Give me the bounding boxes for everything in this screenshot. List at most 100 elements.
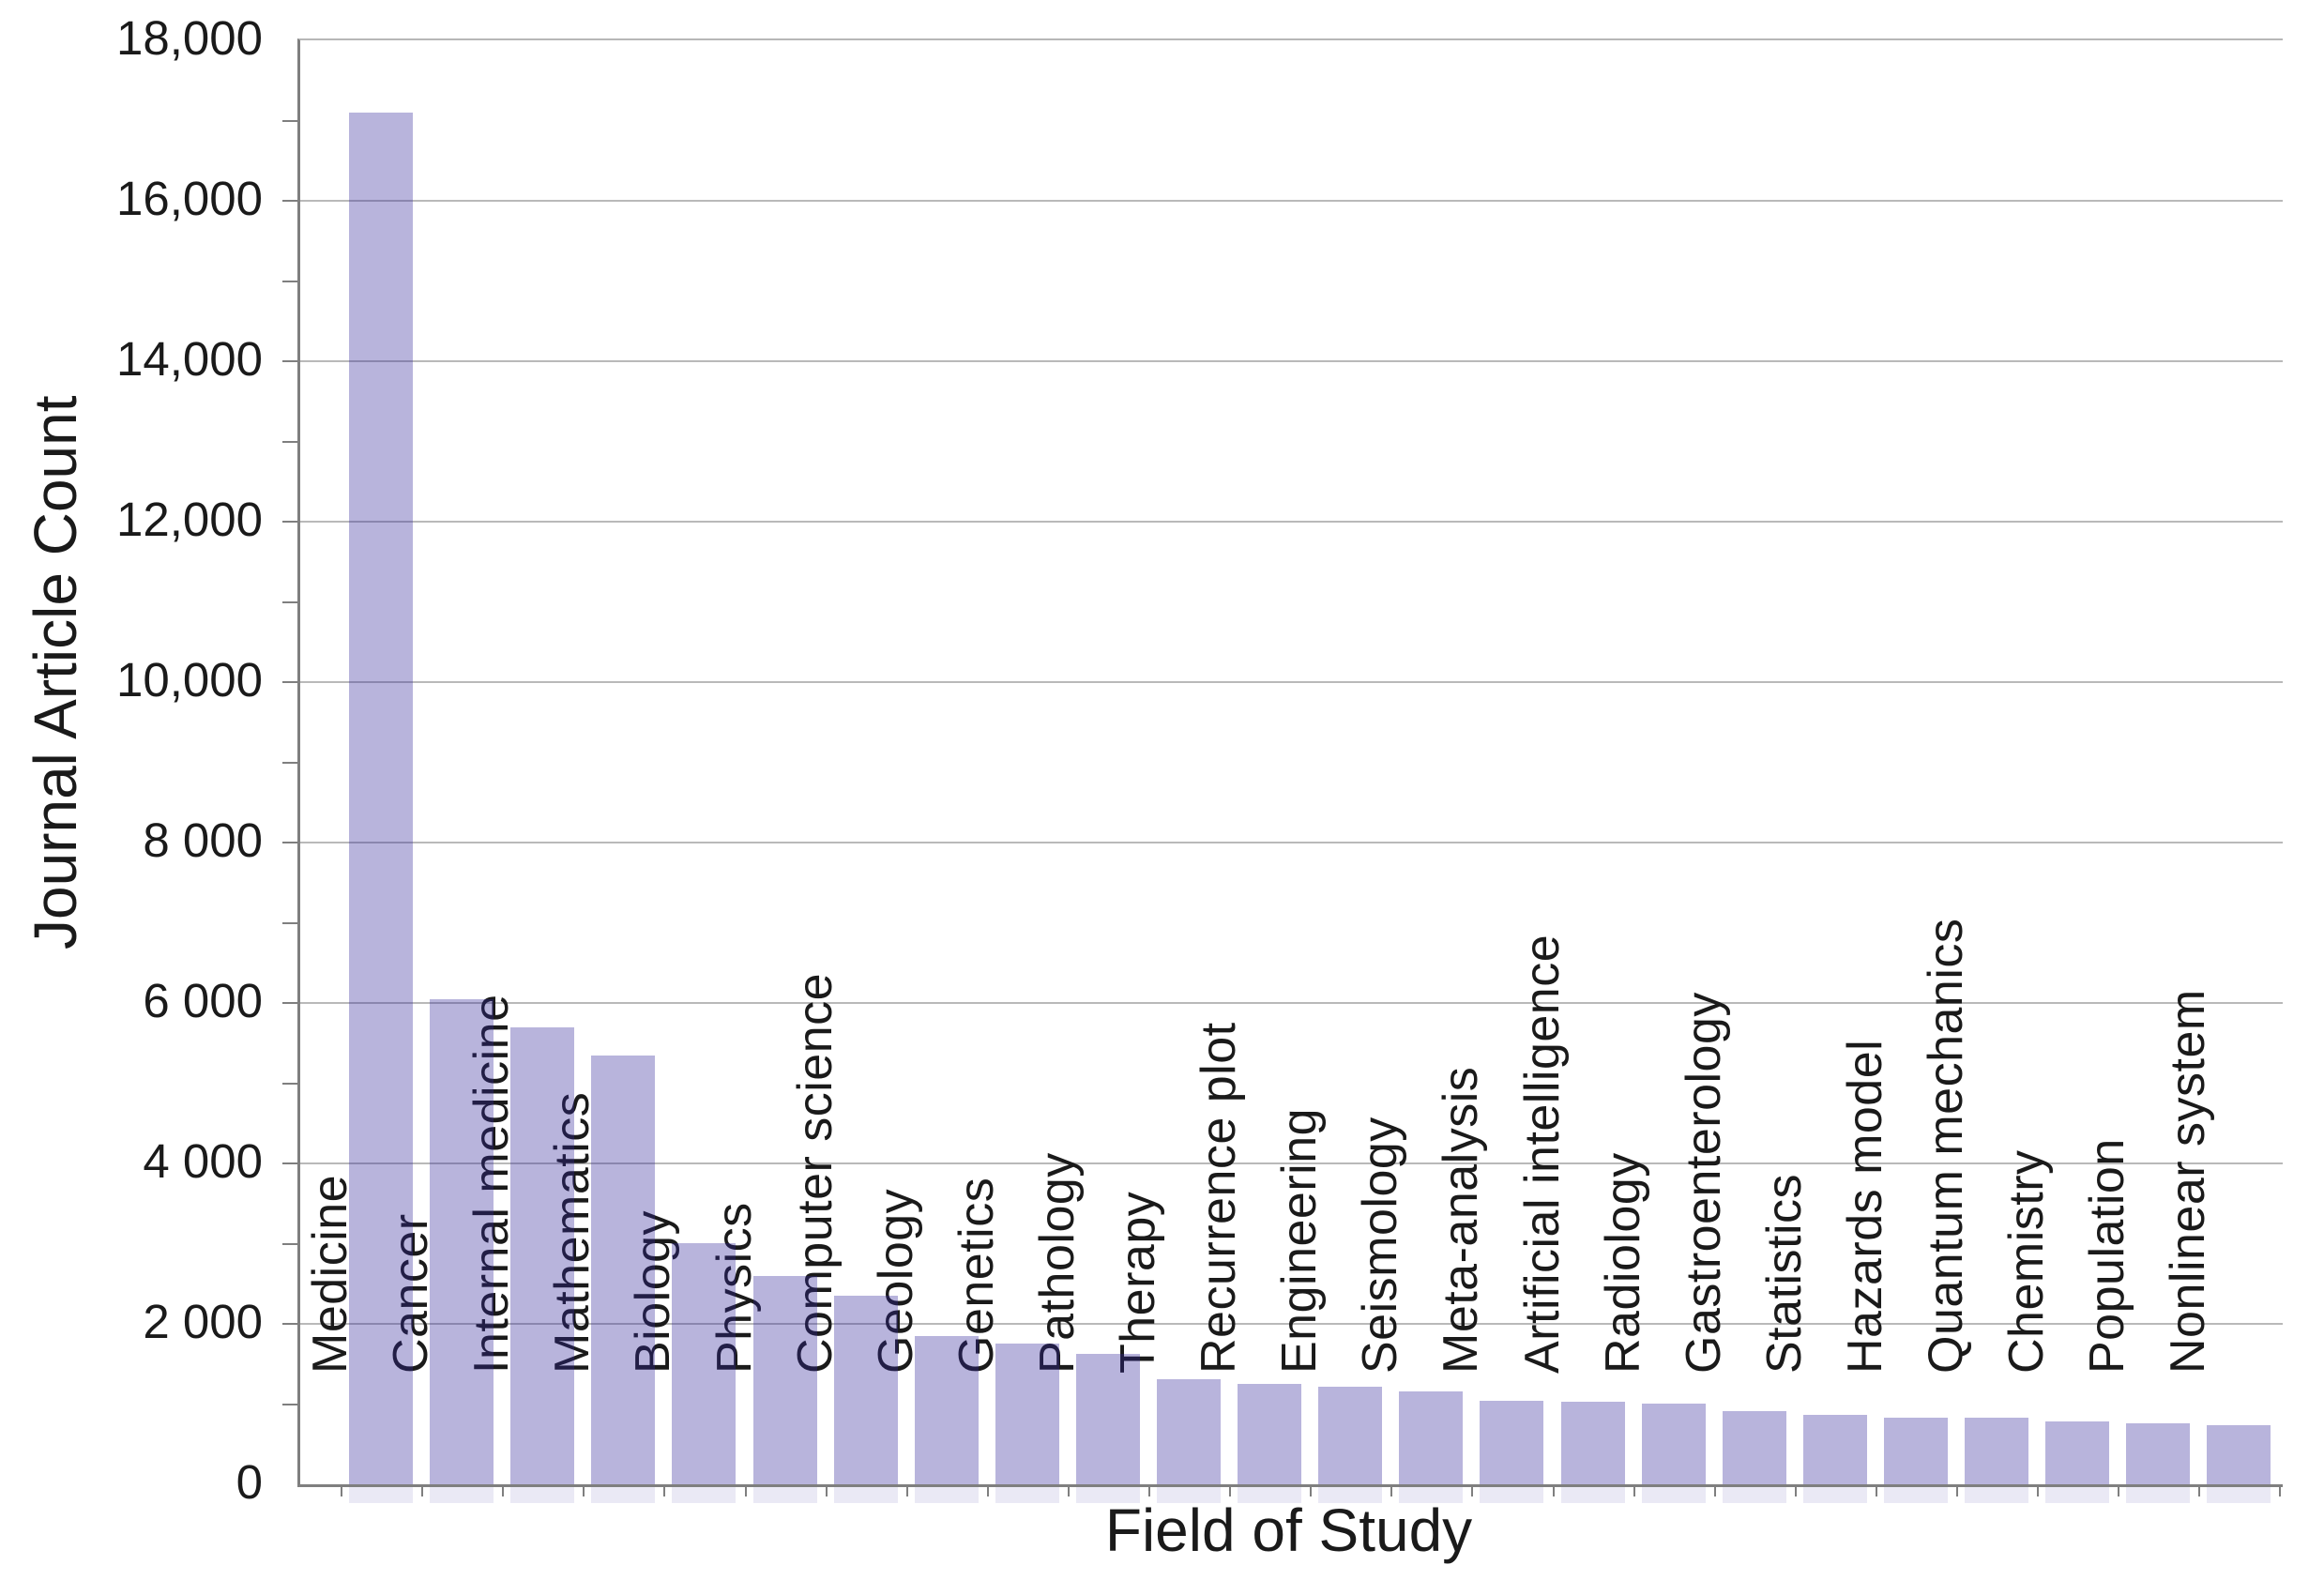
- y-tick-5000: [282, 1082, 297, 1085]
- gridline-6000: [300, 1002, 2283, 1004]
- y-tick-4000: [282, 1162, 297, 1164]
- y-tick-label-0: 0: [235, 1455, 263, 1509]
- y-tick-11000: [282, 600, 297, 603]
- x-tick-23: [2198, 1487, 2201, 1496]
- y-tick-label-12000: 12,000: [116, 493, 263, 546]
- y-tick-label-16000: 16,000: [116, 172, 263, 225]
- y-tick-17000: [282, 119, 297, 122]
- bar-therapy: [1157, 1379, 1221, 1503]
- y-tick-10000: [282, 681, 297, 683]
- category-label-quantum-mechanics: Quantum mechanics: [1919, 918, 1973, 1374]
- category-label-population: Population: [2080, 1138, 2135, 1374]
- x-axis-title: Field of Study: [1104, 1496, 1473, 1564]
- y-tick-9000: [282, 761, 297, 764]
- x-tick-19: [1875, 1487, 1877, 1496]
- gridline-2000: [300, 1323, 2283, 1325]
- x-tick-18: [1794, 1487, 1797, 1496]
- y-tick-8000: [282, 842, 297, 843]
- category-label-pathology: Pathology: [1029, 1152, 1085, 1374]
- x-tick-5: [744, 1487, 747, 1496]
- category-label-statistics: Statistics: [1756, 1173, 1812, 1374]
- y-tick-label-6000: 6 000: [143, 974, 263, 1027]
- bar-hazards-model: [1883, 1418, 1948, 1503]
- y-tick-16000: [282, 200, 297, 202]
- gridline-10000: [300, 681, 2283, 683]
- category-label-artificial-intelligence: Artificial intelligence: [1514, 934, 1570, 1374]
- category-label-hazards-model: Hazards model: [1837, 1039, 1892, 1374]
- bar-statistics: [1802, 1415, 1867, 1503]
- y-tick-label-10000: 10,000: [116, 653, 263, 706]
- bar-geology: [914, 1336, 979, 1503]
- bar-internal-medicine: [510, 1027, 575, 1503]
- bar-mathematics: [591, 1056, 656, 1503]
- bar-nonlinear-system: [2207, 1425, 2271, 1503]
- x-tick-1: [421, 1487, 424, 1496]
- bar-seismology: [1399, 1391, 1464, 1503]
- y-tick-label-18000: 18,000: [116, 11, 263, 65]
- x-tick-16: [1633, 1487, 1635, 1496]
- x-tick-20: [1956, 1487, 1958, 1496]
- category-label-therapy: Therapy: [1111, 1191, 1165, 1374]
- x-tick-22: [2118, 1487, 2120, 1496]
- bar-gastroenterology: [1722, 1411, 1786, 1503]
- category-label-nonlinear-system: Nonlinear system: [2161, 989, 2216, 1374]
- bar-cancer: [430, 999, 494, 1503]
- x-tick-17: [1713, 1487, 1716, 1496]
- x-tick-9: [1067, 1487, 1070, 1496]
- x-tick-6: [825, 1487, 828, 1496]
- x-tick-3: [583, 1487, 585, 1496]
- bar-population: [2126, 1423, 2191, 1503]
- x-tick-14: [1471, 1487, 1474, 1496]
- bar-genetics: [995, 1344, 1059, 1503]
- y-tick-13000: [282, 440, 297, 443]
- y-tick-12000: [282, 521, 297, 523]
- bar-medicine: [349, 113, 413, 1503]
- y-tick-label-8000: 8 000: [143, 813, 263, 867]
- x-tick-7: [905, 1487, 908, 1496]
- category-label-meta-analysis: Meta-analysis: [1434, 1066, 1489, 1374]
- category-label-engineering: Engineering: [1272, 1107, 1328, 1374]
- bar-chemistry: [2045, 1421, 2110, 1503]
- y-tick-6000: [282, 1002, 297, 1004]
- category-label-chemistry: Chemistry: [1999, 1149, 2055, 1374]
- gridline-12000: [300, 521, 2283, 523]
- y-tick-1000: [282, 1403, 297, 1405]
- x-tick-11: [1229, 1487, 1232, 1496]
- gridline-16000: [300, 200, 2283, 202]
- x-tick-10: [1148, 1487, 1150, 1496]
- bar-quantum-mechanics: [1965, 1418, 2028, 1503]
- y-tick-2000: [282, 1323, 297, 1325]
- y-tick-14000: [282, 360, 297, 362]
- y-tick-3000: [282, 1242, 297, 1245]
- bar-recurrence-plot: [1238, 1384, 1302, 1503]
- bar-physics: [752, 1276, 817, 1503]
- plot-area: Medicine Cancer Internal medicine Mathemati…: [282, 38, 2283, 1503]
- x-tick-15: [1552, 1487, 1555, 1496]
- y-tick-label-14000: 14,000: [116, 332, 263, 386]
- y-tick-7000: [282, 921, 297, 924]
- bar-pathology: [1075, 1354, 1140, 1503]
- gridline-14000: [300, 360, 2283, 362]
- bar-computer-science: [833, 1296, 898, 1503]
- gridline-4000: [300, 1162, 2283, 1164]
- category-label-recurrence-plot: Recurrence plot: [1192, 1022, 1247, 1374]
- x-tick-8: [986, 1487, 989, 1496]
- y-tick-label-2000: 2 000: [143, 1295, 263, 1348]
- bar-radiology: [1641, 1404, 1706, 1503]
- category-label-radiology: Radiology: [1595, 1152, 1650, 1374]
- bar-artificial-intelligence: [1560, 1402, 1625, 1503]
- x-tick-2: [502, 1487, 505, 1496]
- x-tick-21: [2037, 1487, 2040, 1496]
- x-tick-4: [663, 1487, 666, 1496]
- bar-engineering: [1318, 1387, 1383, 1503]
- bar-meta-analysis: [1480, 1401, 1544, 1503]
- y-tick-label-4000: 4 000: [143, 1134, 263, 1188]
- category-label-gastroenterology: Gastroenterology: [1676, 992, 1731, 1374]
- bar-biology: [672, 1243, 737, 1503]
- x-tick-0: [341, 1487, 342, 1496]
- x-tick-13: [1390, 1487, 1393, 1496]
- x-tick-24: [2279, 1487, 2282, 1496]
- x-tick-12: [1310, 1487, 1313, 1496]
- category-label-seismology: Seismology: [1353, 1117, 1408, 1374]
